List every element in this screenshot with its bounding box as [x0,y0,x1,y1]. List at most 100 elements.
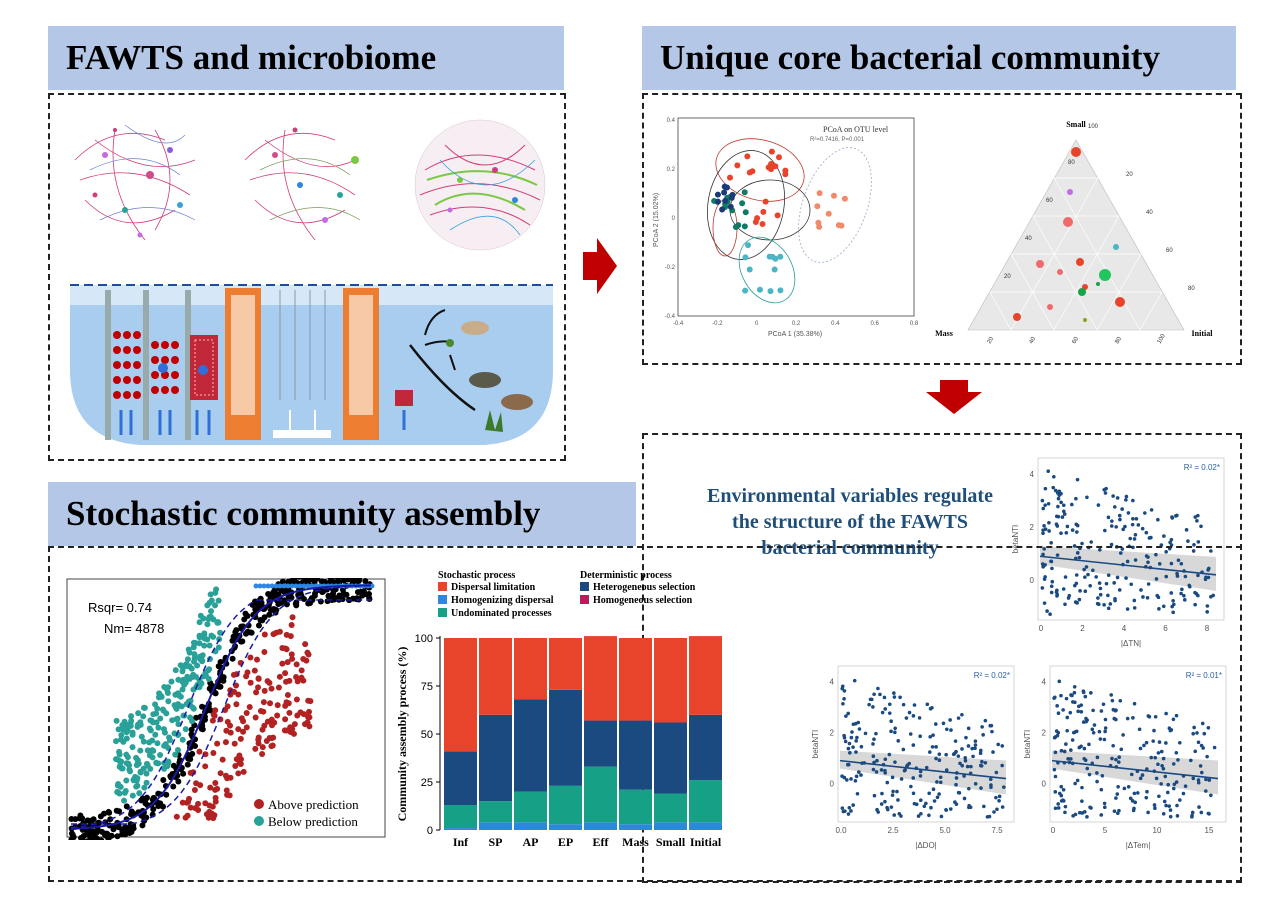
scatter-point [983,761,988,765]
scatter-point [882,695,887,700]
scatter-point [1103,528,1107,533]
scatter-point [1109,542,1114,547]
scatter-point [1196,540,1201,544]
scatter-point [911,776,916,780]
neutral-point [366,595,373,602]
below-prediction-point [132,773,139,780]
above-prediction-point [283,646,290,653]
scatter-point [1108,602,1113,606]
above-prediction-point [287,633,294,640]
scatter-point [1155,593,1160,598]
above-prediction-point [300,711,307,718]
scatter-point [1075,601,1079,605]
bar-segment [584,720,617,767]
neutral-point [296,578,303,580]
scatter-point [1089,540,1094,544]
scatter-point [1162,799,1167,804]
below-prediction-point [204,602,211,609]
scatter-point [1145,767,1149,771]
scatter-point [1207,778,1212,782]
scatter-point [963,758,968,763]
scatter-point [1132,791,1137,796]
scatter-point [1201,746,1205,750]
below-prediction-point [191,651,198,658]
scatter-point [1082,567,1086,572]
scatter-point [963,755,968,760]
above-prediction-point [285,700,292,707]
scatter-point [917,716,922,720]
legend-swatch [580,582,589,591]
neutral-point [356,578,363,584]
ternary-tick-bottom: 20 [987,336,996,345]
above-prediction-point [293,661,300,668]
below-prediction-point [137,747,144,754]
below-prediction-point [198,657,205,664]
scatter-point [845,778,849,782]
legend-above-marker [254,799,264,809]
scatter-point [966,744,971,748]
below-prediction-point [212,589,219,596]
neutral-point [180,770,187,777]
pcoa-ytick: 0 [672,216,676,222]
scatter-point [875,758,879,763]
flow-arrow-down [926,380,982,414]
neutral-point [184,761,191,768]
below-prediction-point [129,744,136,751]
scatter-ytick: 0 [1042,780,1047,789]
neutral-point [98,837,105,840]
scatter-point [930,745,935,749]
scatter-point [841,701,845,706]
scatter-point [1091,708,1095,713]
neutral-point [242,630,249,637]
scatter-point [1147,714,1152,719]
scatter-point [1049,584,1054,589]
neutral-point [92,835,99,840]
scatter-point [918,769,923,774]
neutral-point [106,809,113,816]
pcoa-point [776,154,783,161]
above-prediction-point [279,660,286,667]
scatter-point [891,789,895,794]
scatter-point [953,739,958,743]
scatter-point [1086,572,1090,577]
scatter-point [887,702,892,707]
scatter-point [1070,502,1074,507]
scatter-point [1113,598,1117,603]
scatter-point [1146,810,1150,815]
above-prediction-point [281,727,288,734]
scatter-point [1193,749,1198,754]
bar-segment [619,638,652,721]
below-prediction-point [167,737,174,744]
scatter-point [973,746,977,751]
scatter-point [1125,559,1130,564]
below-prediction-point [163,710,170,717]
below-prediction-point [121,797,128,804]
scatter-point [952,751,957,756]
scatter-point [1154,552,1158,557]
scatter-point [842,735,847,740]
bar-segment [479,822,512,830]
above-prediction-point [230,671,237,678]
scatter-point [1061,708,1065,712]
scatter-point [856,770,861,774]
scatter-point [1205,610,1209,614]
scatter-ylabel: betaNTI [811,730,820,758]
below-prediction-point [152,731,159,738]
scatter-point [1200,770,1204,775]
scatter-point [1142,511,1147,515]
above-prediction-point [244,669,251,676]
neutral-point [79,815,86,822]
scatter-point [1152,803,1157,807]
scatter-point [1191,731,1195,736]
scatter-point [918,774,923,778]
scatter-point [1207,812,1211,816]
pcoa-xtick: 0.4 [831,321,840,327]
scatter-point [1114,757,1118,762]
scatter-point [935,780,939,784]
below-prediction-point [141,704,148,711]
pcoa-point [777,287,784,294]
bar-segment [584,636,617,721]
above-prediction-point [247,654,254,661]
scatter-point [1199,524,1203,529]
scatter-point [1085,495,1089,500]
